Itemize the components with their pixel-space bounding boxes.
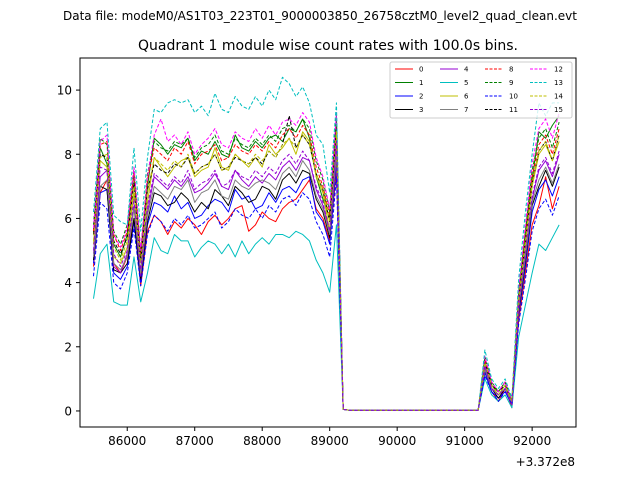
legend-label-11: 11 [509,106,518,114]
y-tick-label: 6 [64,212,72,226]
x-axis: 86000 87000 88000 89000 90000 91000 92000 [108,427,551,448]
legend-label-12: 12 [554,66,563,74]
legend-label-2: 2 [419,93,423,101]
x-tick-label: 92000 [513,434,551,448]
plot-area [79,57,577,428]
legend-box [389,61,573,119]
y-tick-label: 0 [64,404,72,418]
legend-label-13: 13 [554,79,563,87]
legend-label-10: 10 [509,93,518,101]
x-tick-label: 86000 [108,434,146,448]
x-tick-label: 88000 [243,434,281,448]
legend-label-8: 8 [509,66,513,74]
x-axis-offset-label: +3.372e8 [516,455,575,469]
y-tick-label: 2 [64,340,72,354]
legend-label-0: 0 [419,66,423,74]
x-tick-label: 91000 [446,434,484,448]
legend-label-3: 3 [419,106,423,114]
y-axis: 0 2 4 6 8 10 [57,84,80,418]
data-file-suptitle: Data file: modeM0/AS1T03_223T01_90000038… [63,9,577,23]
legend-label-5: 5 [464,79,468,87]
series-line-14 [93,131,560,411]
x-tick-label: 89000 [311,434,349,448]
legend-label-4: 4 [464,66,469,74]
legend-label-7: 7 [464,106,468,114]
x-tick-label: 90000 [378,434,416,448]
series-line-9 [93,115,560,411]
legend-label-14: 14 [554,93,563,101]
legend-label-6: 6 [464,93,469,101]
y-tick-label: 10 [57,84,72,98]
y-tick-label: 8 [64,148,72,162]
chart-title: Quadrant 1 module wise count rates with … [138,38,518,54]
legend-label-1: 1 [419,79,423,87]
axes-frame [79,57,577,428]
legend-label-15: 15 [554,106,563,114]
legend-label-9: 9 [509,79,513,87]
y-tick-label: 4 [64,276,72,290]
series-line-10 [93,176,560,411]
series-lines [93,76,560,411]
series-line-13 [93,76,560,411]
series-line-15 [93,140,560,411]
x-tick-label: 87000 [176,434,214,448]
